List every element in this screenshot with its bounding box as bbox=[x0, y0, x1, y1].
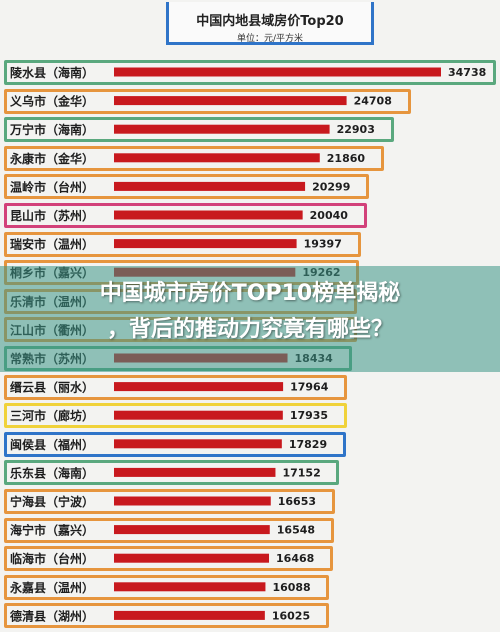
bar bbox=[114, 382, 284, 392]
category-label: 永康市（金华） bbox=[9, 151, 94, 166]
value-label: 20040 bbox=[310, 209, 349, 222]
value-label: 17964 bbox=[290, 381, 329, 394]
category-label: 瑞安市（温州） bbox=[10, 237, 94, 252]
chart-title: 中国内地县域房价Top20 bbox=[196, 14, 344, 29]
headline-line-1: 中国城市房价TOP10榜单揭秘 bbox=[99, 281, 401, 306]
value-label: 21860 bbox=[327, 152, 366, 165]
bar bbox=[114, 239, 297, 249]
value-label: 16025 bbox=[272, 609, 310, 622]
category-label: 温岭市（台州） bbox=[10, 179, 94, 194]
value-label: 20299 bbox=[312, 180, 350, 193]
row-highlight bbox=[4, 489, 335, 514]
category-label: 陵水县（海南） bbox=[10, 65, 94, 80]
headline-line-2: ，背后的推动力究竟有哪些？ bbox=[106, 317, 393, 342]
bar bbox=[114, 496, 271, 506]
row-highlight bbox=[4, 574, 330, 600]
bar bbox=[114, 181, 306, 191]
value-label: 34738 bbox=[448, 66, 486, 79]
chart-unit: 单位：元/平方米 bbox=[236, 34, 304, 44]
value-label: 17935 bbox=[290, 409, 328, 422]
category-label: 德清县（湖州） bbox=[10, 608, 94, 623]
category-label: 昆山市（苏州） bbox=[10, 208, 94, 223]
bar bbox=[114, 210, 303, 220]
value-label: 16548 bbox=[277, 524, 315, 537]
row-highlight bbox=[4, 460, 340, 486]
category-label: 闽侯县（福州） bbox=[10, 437, 94, 452]
value-label: 16653 bbox=[278, 495, 316, 508]
bar bbox=[114, 124, 330, 134]
category-label: 海宁市（嘉兴） bbox=[10, 523, 94, 538]
row-highlight bbox=[4, 603, 329, 629]
bar bbox=[114, 525, 270, 535]
value-label: 22903 bbox=[337, 123, 375, 136]
category-label: 缙云县（丽水） bbox=[9, 380, 94, 395]
value-label: 16468 bbox=[276, 552, 314, 565]
headline-text: 中国城市房价TOP10榜单揭秘 ，背后的推动力究竟有哪些？ bbox=[10, 276, 490, 348]
value-label: 19397 bbox=[304, 238, 342, 251]
row-highlight bbox=[4, 145, 384, 171]
bar bbox=[114, 553, 270, 563]
value-label: 17829 bbox=[289, 438, 327, 451]
category-label: 永嘉县（温州） bbox=[9, 580, 94, 595]
value-label: 17152 bbox=[282, 466, 320, 479]
row-highlight bbox=[4, 374, 348, 400]
row-highlight bbox=[4, 403, 347, 429]
chart-title-box: 中国内地县域房价Top20 单位：元/平方米 bbox=[166, 2, 374, 45]
bar bbox=[114, 67, 441, 77]
row-highlight bbox=[4, 174, 370, 200]
row-highlight bbox=[4, 117, 394, 143]
category-label: 义乌市（金华） bbox=[9, 94, 94, 109]
bar bbox=[114, 582, 266, 592]
bar bbox=[114, 610, 265, 620]
bar bbox=[114, 153, 320, 163]
category-label: 临海市（台州） bbox=[10, 551, 94, 566]
row-highlight bbox=[4, 517, 334, 543]
row-highlight bbox=[4, 431, 346, 457]
row-highlight bbox=[4, 546, 334, 572]
category-label: 三河市（廊坊） bbox=[10, 408, 94, 423]
bar bbox=[114, 96, 347, 106]
row-highlight bbox=[4, 60, 496, 85]
category-label: 乐东县（海南） bbox=[10, 465, 94, 480]
value-label: 16088 bbox=[272, 581, 310, 594]
bar bbox=[114, 439, 282, 449]
row-highlight bbox=[4, 203, 367, 228]
category-label: 万宁市（海南） bbox=[9, 122, 94, 137]
headline-overlay bbox=[0, 266, 500, 372]
bar bbox=[114, 467, 276, 477]
row-highlight bbox=[4, 231, 361, 257]
row-highlight bbox=[4, 88, 411, 114]
value-label: 24708 bbox=[354, 95, 392, 108]
category-label: 宁海县（宁波） bbox=[10, 494, 94, 509]
bar bbox=[114, 410, 283, 420]
